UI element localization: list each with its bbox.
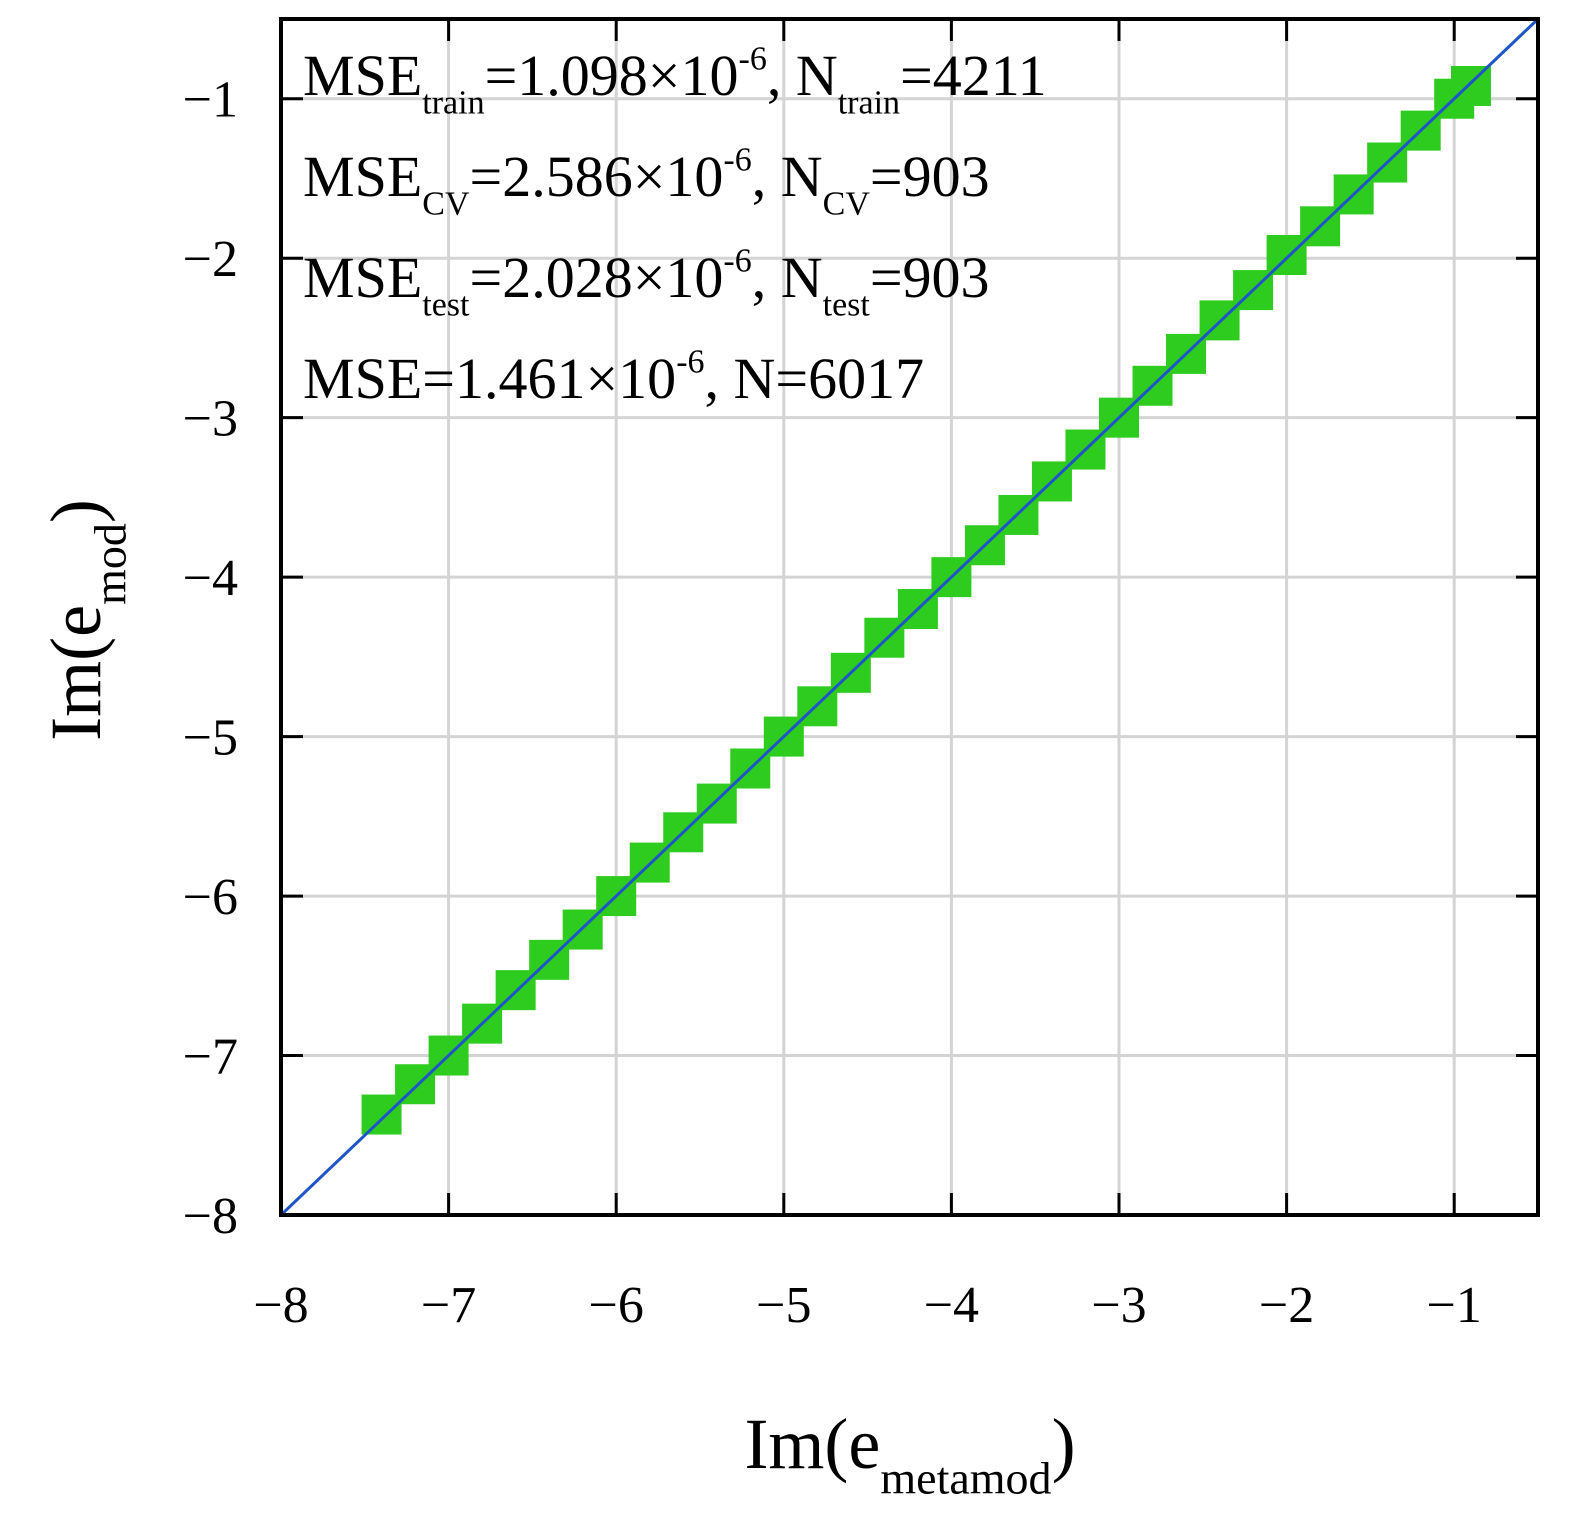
y-tick-label: −6 (183, 869, 238, 926)
text-sup: -6 (723, 142, 751, 179)
text-part: MSE (303, 144, 422, 209)
x-tick-label: −3 (1091, 1277, 1146, 1334)
text-sup: -6 (723, 243, 751, 280)
y-tick-label: −7 (183, 1029, 238, 1086)
annotation: MSEtrain=1.098×10-6, Ntrain=4211 (303, 41, 1047, 122)
text-part: =2.028×10 (469, 245, 723, 310)
y-tick-label: −3 (183, 391, 238, 448)
text-sup: -6 (676, 344, 704, 381)
y-tick-label: −8 (183, 1188, 238, 1245)
plot-area (281, 19, 1538, 1215)
y-tick-label: −2 (183, 231, 238, 288)
y-tick-label: −4 (183, 550, 238, 607)
x-tick-label: −2 (1259, 1277, 1314, 1334)
data-point (1266, 235, 1307, 276)
x-tick-label: −5 (756, 1277, 811, 1334)
x-tick-label: −7 (421, 1277, 476, 1334)
text-sub: test (823, 287, 871, 324)
data-point (395, 1064, 436, 1105)
text-sub: mod (84, 523, 135, 605)
text-part: Im(e (744, 1404, 880, 1484)
text-sub: CV (823, 186, 871, 223)
data-point (1450, 65, 1491, 106)
text-part: MSE (303, 245, 422, 310)
data-point (361, 1094, 402, 1135)
text-part: =2.586×10 (470, 144, 724, 209)
x-axis-label: Im(emetamod) (744, 1404, 1075, 1503)
x-tick-label: −4 (924, 1277, 979, 1334)
text-sub: metamod (880, 1452, 1051, 1503)
data-point (696, 783, 737, 824)
data-point (864, 617, 905, 658)
text-sub: test (422, 287, 470, 324)
x-tick-label: −8 (253, 1277, 308, 1334)
text-sub: train (422, 85, 484, 122)
text-part: =1.098×10 (485, 43, 739, 108)
text-part: ) (36, 499, 116, 523)
text-sup: -6 (739, 41, 767, 78)
text-part: =903 (870, 144, 990, 209)
plot-frame (279, 17, 1540, 1217)
y-axis-label: Im(emod) (36, 499, 135, 741)
y-tick-label: −1 (183, 72, 238, 129)
annotation: MSEtest=2.028×10-6, Ntest=903 (303, 243, 990, 324)
line (281, 19, 1538, 1215)
text-part: Im(e (36, 605, 116, 741)
annotation: MSECV=2.586×10-6, NCV=903 (303, 142, 990, 223)
text-part: MSE=1.461×10 (303, 346, 676, 411)
x-tick-label: −6 (589, 1277, 644, 1334)
text-part: , N (767, 43, 838, 108)
text-sub: train (838, 85, 900, 122)
text-part: MSE (303, 43, 422, 108)
text-part: =903 (870, 245, 990, 310)
text-part: , N=6017 (705, 346, 925, 411)
text-part: , N (752, 245, 823, 310)
text-part: =4211 (900, 43, 1047, 108)
annotation: MSE=1.461×10-6, N=6017 (303, 344, 924, 412)
y-tick-label: −5 (183, 710, 238, 767)
text-sub: CV (422, 186, 470, 223)
x-tick-label: −1 (1427, 1277, 1482, 1334)
text-part: , N (752, 144, 823, 209)
text-part: ) (1052, 1404, 1076, 1484)
